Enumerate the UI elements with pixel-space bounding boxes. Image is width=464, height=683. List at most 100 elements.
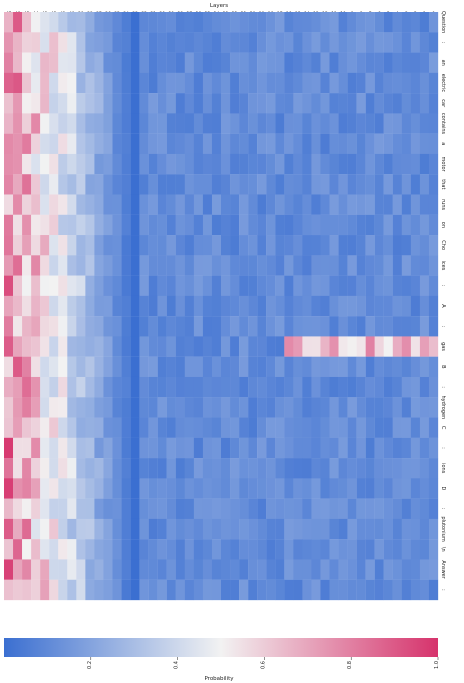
- heatmap-cell: [293, 376, 303, 398]
- heatmap-cell: [94, 376, 104, 398]
- heatmap-cell: [383, 133, 393, 155]
- heatmap-cell: [320, 255, 330, 276]
- heatmap-cell: [410, 376, 421, 398]
- heatmap-cell: [248, 113, 258, 134]
- heatmap-cell: [428, 579, 439, 601]
- heatmap-cell: [49, 12, 59, 33]
- heatmap-cell: [338, 417, 348, 438]
- heatmap-cell: [202, 194, 213, 215]
- heatmap-cell: [428, 72, 439, 94]
- heatmap-cell: [13, 316, 23, 337]
- heatmap-cell: [320, 356, 330, 378]
- y-tick-label: gas: [440, 342, 446, 351]
- heatmap-cell: [49, 255, 59, 276]
- heatmap-cell: [148, 579, 158, 601]
- heatmap-cell: [410, 153, 421, 175]
- heatmap-cell: [202, 579, 213, 601]
- colorbar-tick-label: 0.6: [260, 661, 266, 669]
- heatmap-cell: [175, 93, 185, 114]
- heatmap-cell: [401, 93, 412, 114]
- heatmap-cell: [230, 458, 240, 479]
- heatmap-cell: [275, 12, 285, 33]
- heatmap-cell: [257, 437, 267, 459]
- heatmap-cell: [40, 458, 50, 479]
- heatmap-cell: [139, 498, 149, 520]
- heatmap-cell: [230, 356, 240, 378]
- heatmap-cell: [338, 275, 348, 297]
- heatmap-cell: [22, 214, 32, 236]
- heatmap-cell: [67, 356, 77, 378]
- heatmap-cell: [221, 194, 231, 215]
- heatmap-cell: [22, 275, 32, 297]
- heatmap-cell: [383, 93, 393, 114]
- heatmap-cell: [184, 235, 195, 256]
- heatmap-cell: [211, 275, 222, 297]
- heatmap-cell: [67, 376, 77, 398]
- heatmap-cell: [139, 93, 149, 114]
- heatmap-cell: [266, 52, 276, 73]
- heatmap-cell: [239, 498, 249, 520]
- heatmap-cell: [419, 133, 430, 155]
- heatmap-cell: [211, 214, 222, 236]
- heatmap-cell: [230, 214, 240, 236]
- heatmap-cell: [320, 376, 330, 398]
- heatmap-cell: [374, 275, 384, 297]
- heatmap-cell: [31, 539, 41, 560]
- heatmap-cell: [302, 579, 312, 601]
- heatmap-cell: [157, 356, 167, 378]
- heatmap-cell: [13, 72, 23, 94]
- y-tick-label: a: [440, 142, 446, 145]
- heatmap-cell: [184, 275, 195, 297]
- heatmap-cell: [13, 518, 23, 540]
- heatmap-cell: [175, 113, 185, 134]
- heatmap-cell: [374, 93, 384, 114]
- heatmap-cell: [175, 458, 185, 479]
- heatmap-cell: [374, 32, 384, 53]
- heatmap-cell: [320, 275, 330, 297]
- heatmap-cell: [347, 32, 357, 53]
- heatmap-cell: [22, 458, 32, 479]
- heatmap-cell: [67, 113, 77, 134]
- heatmap-cell: [230, 559, 240, 580]
- heatmap-cell: [94, 559, 104, 580]
- heatmap-cell: [139, 336, 149, 357]
- heatmap-cell: [193, 356, 204, 378]
- heatmap-cell: [157, 133, 167, 155]
- heatmap-cell: [275, 255, 285, 276]
- heatmap-cell: [40, 336, 50, 357]
- heatmap-cell: [284, 133, 294, 155]
- heatmap-cell: [401, 235, 412, 256]
- heatmap-cell: [130, 214, 140, 236]
- heatmap-cell: [4, 498, 14, 520]
- heatmap-cell: [356, 316, 366, 337]
- heatmap-cell: [239, 316, 249, 337]
- heatmap-cell: [121, 376, 131, 398]
- heatmap-cell: [284, 498, 294, 520]
- heatmap-cell: [356, 113, 366, 134]
- heatmap-cell: [284, 72, 294, 94]
- heatmap-cell: [130, 559, 140, 580]
- heatmap-cell: [157, 458, 167, 479]
- heatmap-cell: [257, 275, 267, 297]
- heatmap-cell: [4, 397, 14, 418]
- heatmap-cell: [31, 336, 41, 357]
- heatmap-cell: [175, 498, 185, 520]
- heatmap-cell: [419, 437, 430, 459]
- heatmap-cell: [392, 174, 402, 195]
- heatmap-cell: [329, 478, 339, 499]
- heatmap-cell: [148, 255, 158, 276]
- heatmap-cell: [121, 437, 131, 459]
- heatmap-cell: [184, 498, 195, 520]
- heatmap-cell: [383, 498, 393, 520]
- heatmap-cell: [13, 113, 23, 134]
- heatmap-cell: [193, 518, 204, 540]
- heatmap-cell: [320, 72, 330, 94]
- heatmap-cell: [311, 478, 321, 499]
- heatmap-cell: [85, 316, 95, 337]
- heatmap-cell: [157, 93, 167, 114]
- heatmap-cell: [121, 133, 131, 155]
- heatmap-cell: [410, 93, 421, 114]
- heatmap-cell: [166, 133, 176, 155]
- heatmap-cell: [266, 356, 276, 378]
- heatmap-cell: [76, 153, 86, 175]
